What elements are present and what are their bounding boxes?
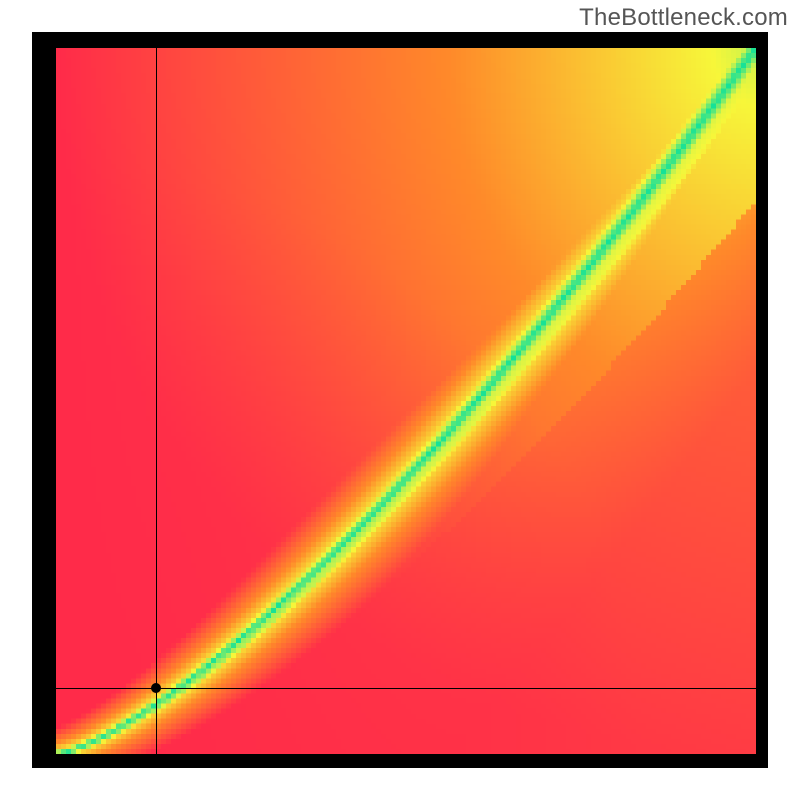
watermark-text: TheBottleneck.com [579, 4, 788, 32]
chart-container: TheBottleneck.com [0, 0, 800, 800]
heatmap-canvas [56, 48, 756, 754]
crosshair-vertical-line [156, 48, 157, 754]
heatmap-plot-area [56, 48, 756, 754]
